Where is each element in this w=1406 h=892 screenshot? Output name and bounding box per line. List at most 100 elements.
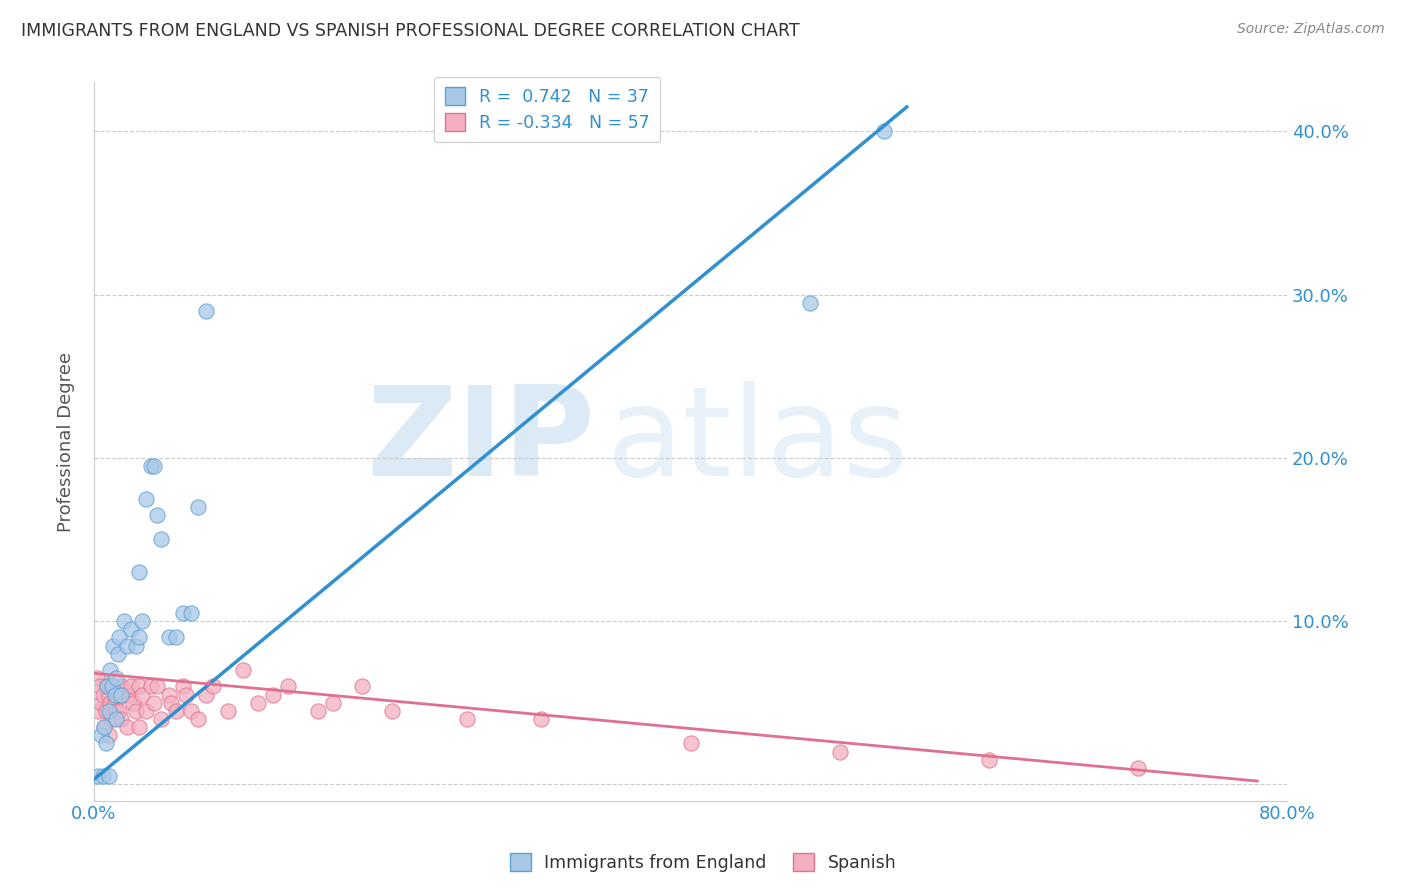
Point (180, 606, 202, 620)
Point (828, 745, 851, 759)
Point (180, 704, 202, 718)
Point (90, 728, 112, 742)
Point (128, 720, 150, 734)
Point (96, 679, 118, 693)
Point (91, 688, 114, 702)
Point (107, 647, 129, 661)
Point (172, 679, 194, 693)
Point (104, 696, 127, 710)
Point (118, 688, 141, 702)
Point (110, 688, 132, 702)
Point (107, 688, 129, 702)
Point (105, 704, 128, 718)
Point (172, 606, 194, 620)
Point (246, 696, 269, 710)
Point (103, 639, 125, 653)
Point (112, 614, 135, 628)
Point (120, 622, 142, 636)
Point (108, 704, 131, 718)
Point (104, 688, 127, 702)
Point (120, 679, 142, 693)
Point (157, 688, 180, 702)
Point (111, 679, 134, 693)
Point (150, 712, 173, 726)
Point (108, 631, 131, 645)
Point (232, 663, 254, 677)
Point (1126, 761, 1149, 775)
Point (93, 720, 115, 734)
Point (86, 671, 108, 685)
Point (125, 704, 148, 718)
Point (115, 720, 138, 734)
Point (96, 679, 118, 693)
Point (187, 712, 209, 726)
Text: ZIP: ZIP (367, 381, 595, 502)
Y-axis label: Professional Degree: Professional Degree (58, 351, 75, 532)
Point (103, 679, 125, 693)
Point (115, 639, 138, 653)
Point (530, 712, 553, 726)
Point (157, 631, 180, 645)
Point (977, 753, 1000, 767)
Point (145, 508, 167, 522)
Point (94, 737, 117, 751)
Point (125, 639, 148, 653)
Point (101, 679, 124, 693)
Point (121, 696, 143, 710)
Point (139, 458, 162, 473)
Point (176, 688, 198, 702)
Point (91, 769, 114, 783)
Point (142, 696, 165, 710)
Point (202, 679, 225, 693)
Text: atlas: atlas (607, 381, 910, 502)
Point (90, 696, 112, 710)
Point (194, 688, 217, 702)
Point (145, 679, 167, 693)
Point (277, 679, 299, 693)
Point (87, 704, 110, 718)
Point (128, 679, 150, 693)
Point (135, 704, 157, 718)
Point (97, 728, 120, 742)
Text: Source: ZipAtlas.com: Source: ZipAtlas.com (1237, 22, 1385, 37)
Point (135, 491, 157, 506)
Point (142, 458, 165, 473)
Point (98, 696, 121, 710)
Point (112, 688, 135, 702)
Point (94, 704, 117, 718)
Point (101, 712, 124, 726)
Point (98, 663, 121, 677)
Point (194, 304, 217, 318)
Point (352, 679, 374, 693)
Point (128, 631, 150, 645)
Point (128, 565, 150, 579)
Text: IMMIGRANTS FROM ENGLAND VS SPANISH PROFESSIONAL DEGREE CORRELATION CHART: IMMIGRANTS FROM ENGLAND VS SPANISH PROFE… (21, 22, 800, 40)
Point (105, 671, 128, 685)
Point (97, 769, 120, 783)
Point (110, 712, 132, 726)
Point (89, 679, 111, 693)
Point (381, 704, 404, 718)
Point (93, 720, 115, 734)
Point (322, 696, 344, 710)
Point (160, 696, 183, 710)
Point (105, 712, 128, 726)
Point (150, 533, 173, 547)
Point (217, 704, 239, 718)
Point (307, 704, 329, 718)
Point (97, 704, 120, 718)
Legend: Immigrants from England, Spanish: Immigrants from England, Spanish (503, 847, 903, 879)
Point (131, 688, 153, 702)
Legend: R =  0.742   N = 37, R = -0.334   N = 57: R = 0.742 N = 37, R = -0.334 N = 57 (434, 77, 661, 142)
Point (262, 688, 284, 702)
Point (97, 688, 120, 702)
Point (131, 614, 153, 628)
Point (165, 704, 187, 718)
Point (799, 295, 821, 310)
Point (456, 712, 478, 726)
Point (679, 737, 702, 751)
Point (873, 124, 896, 138)
Point (87, 769, 110, 783)
Point (165, 631, 187, 645)
Point (187, 500, 209, 514)
